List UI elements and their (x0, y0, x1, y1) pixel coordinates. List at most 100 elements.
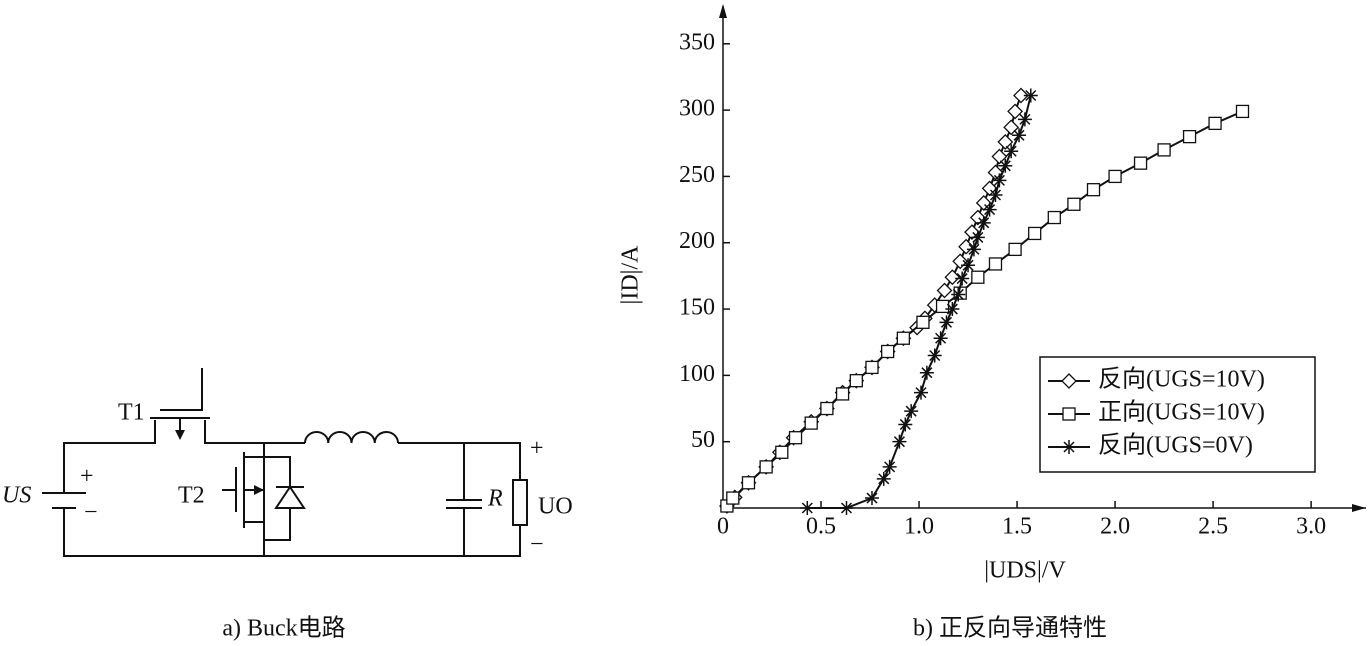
marker (904, 404, 919, 419)
marker (935, 299, 950, 314)
marker (775, 445, 789, 459)
marker (835, 387, 850, 401)
marker (969, 209, 986, 226)
marker (865, 360, 879, 375)
inductor (304, 431, 399, 444)
marker (881, 344, 895, 359)
marker (1007, 103, 1024, 120)
marker (839, 501, 854, 515)
marker (919, 365, 934, 380)
marker (1028, 226, 1042, 241)
marker (998, 158, 1013, 173)
marker (1182, 129, 1197, 144)
marker (970, 230, 985, 245)
diode (274, 470, 306, 509)
marker (864, 491, 879, 506)
axis-arrow (719, 4, 727, 18)
marker (1157, 143, 1171, 157)
marker (927, 348, 942, 363)
x-tick-label: 2.5 (1198, 514, 1228, 540)
legend-label: 反向(UGS=0V) (1098, 432, 1253, 459)
marker (1086, 183, 1101, 197)
marker (1017, 112, 1032, 127)
marker (759, 460, 773, 474)
uo-label: UO (538, 494, 573, 520)
marker (800, 501, 815, 515)
marker (991, 148, 1008, 165)
marker (971, 270, 985, 284)
marker (876, 471, 891, 486)
marker (726, 491, 740, 505)
marker (988, 187, 1003, 202)
marker (1062, 407, 1076, 421)
x-tick-label: 0 (717, 514, 729, 540)
marker (1004, 144, 1019, 159)
marker (951, 287, 966, 302)
y-tick-label: 200 (679, 228, 715, 254)
marker (741, 476, 756, 490)
x-tick-label: 2.0 (1100, 514, 1130, 540)
marker (913, 385, 928, 400)
marker (1023, 88, 1038, 103)
marker (976, 215, 991, 230)
marker (997, 134, 1014, 150)
y-tick-label: 250 (679, 162, 715, 188)
marker (1108, 169, 1122, 184)
minus: − (84, 500, 98, 526)
minus: − (530, 532, 544, 558)
marker (982, 202, 997, 217)
us-label: US (2, 483, 31, 509)
x-tick-label: 3.0 (1296, 514, 1326, 540)
marker (1208, 116, 1222, 131)
x-tick-label: 1.0 (904, 514, 934, 540)
x-tick-label: 1.5 (1002, 514, 1032, 540)
marker (892, 434, 907, 449)
t2-arrow (254, 485, 264, 495)
marker (896, 331, 911, 345)
marker (1012, 128, 1027, 143)
resistor (512, 479, 528, 526)
marker (933, 331, 948, 346)
t2-switch (222, 443, 291, 556)
marker (944, 269, 961, 286)
t1-arrow (175, 430, 185, 440)
y-tick-label: 50 (691, 427, 715, 453)
y-axis-title: |ID|/A (618, 245, 644, 305)
marker (988, 257, 1003, 271)
marker (958, 238, 975, 255)
y-tick-label: 350 (679, 29, 715, 55)
marker (992, 173, 1007, 188)
marker (961, 258, 976, 273)
marker (898, 417, 913, 432)
marker (955, 271, 970, 286)
marker (1008, 242, 1022, 257)
x-axis-title: |UDS|/V (984, 558, 1066, 584)
capacitor (446, 443, 482, 556)
marker (849, 374, 863, 388)
marker (1235, 104, 1250, 119)
series-line (807, 95, 1032, 509)
marker (1047, 210, 1061, 225)
marker (1061, 373, 1077, 389)
marker (1133, 156, 1148, 170)
marker (936, 282, 953, 299)
plus: + (530, 436, 544, 462)
t1-label: T1 (118, 400, 145, 426)
marker (939, 315, 954, 330)
y-tick-label: 300 (679, 96, 715, 122)
axis-arrow (1352, 504, 1366, 512)
series-line (726, 95, 1022, 507)
legend-label: 反向(UGS=10V) (1098, 366, 1265, 393)
caption: a) Buck电路 (222, 615, 345, 642)
marker (945, 302, 960, 317)
wire (42, 420, 521, 557)
marker (882, 459, 897, 474)
y-tick-label: 100 (679, 361, 715, 387)
marker (788, 431, 803, 445)
marker (1013, 87, 1029, 104)
caption: b) 正反向导通特性 (913, 615, 1107, 642)
plus: + (80, 464, 94, 490)
chart: b) 正反向导通特性 |UDS|/V |ID|/A 0 0.5 1.0 1.5 2.0 2… (618, 4, 1366, 642)
r-label: R (487, 486, 503, 512)
